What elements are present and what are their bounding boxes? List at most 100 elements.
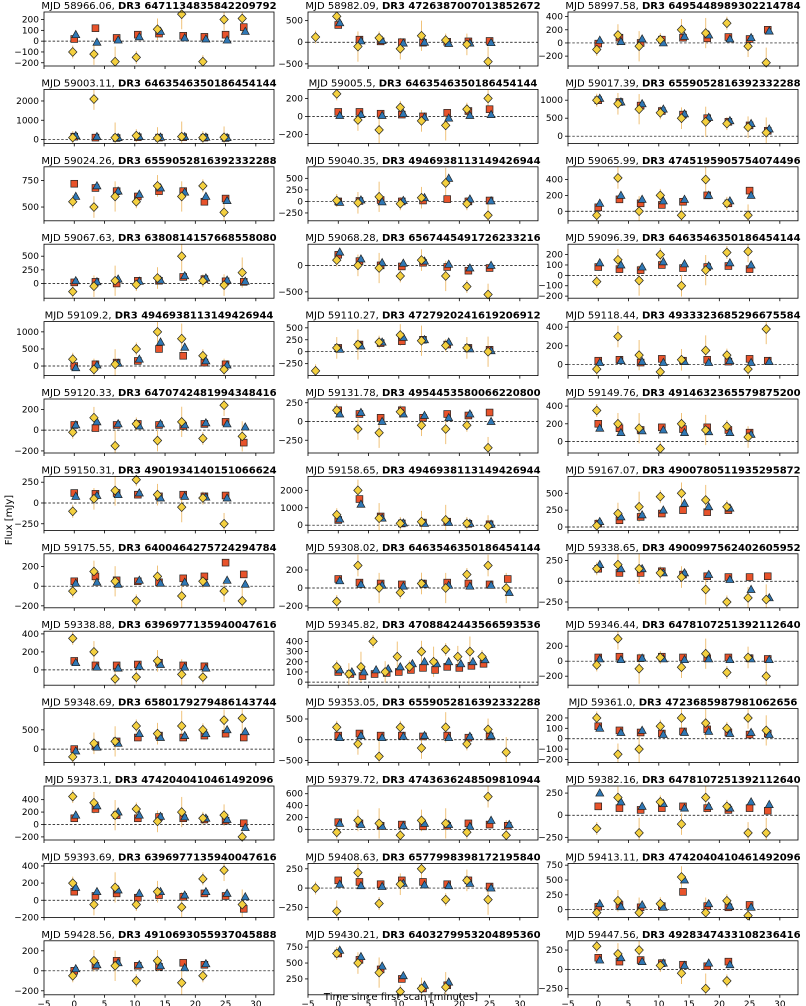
triangle-point	[356, 880, 366, 890]
diamond-point	[237, 267, 247, 278]
diamond-point	[332, 342, 342, 353]
triangle-point	[465, 409, 475, 418]
triangle-point	[637, 725, 647, 734]
triangle-point	[658, 256, 668, 266]
triangle-point	[398, 108, 408, 118]
diamond-point	[462, 420, 472, 431]
panel-frame	[307, 785, 539, 841]
y-tick-label: 0	[557, 965, 563, 975]
triangle-point	[658, 357, 668, 366]
y-tick-label: 500	[22, 203, 39, 213]
panel-title: MJD 58982.09, DR3 4726387007013852672	[305, 1, 540, 12]
diamond-point	[634, 563, 644, 574]
triangle-point	[746, 797, 756, 806]
diamond-point	[110, 440, 120, 451]
panel: MJD 59308.02, DR3 6463546350186454144 −20…	[278, 543, 540, 612]
y-tick-label: 0	[297, 38, 303, 48]
y-tick-label: 200	[546, 251, 563, 261]
panel-frame	[43, 940, 275, 996]
diamond-point	[501, 830, 511, 841]
diamond-point	[332, 596, 342, 607]
diamond-point	[483, 289, 493, 300]
triangle-point	[616, 260, 626, 269]
triangle-point	[616, 727, 626, 736]
panel-frame	[43, 785, 275, 841]
triangle-point	[704, 898, 714, 908]
triangle-point	[371, 664, 381, 674]
diamond-point	[676, 418, 687, 429]
panel-frame	[567, 940, 799, 996]
panel-mjd: MJD 59382.16,	[565, 775, 642, 786]
panel: MJD 59348.69, DR3 6580179279486143744 0 50…	[22, 698, 277, 766]
triangle-point	[444, 259, 454, 268]
panel: MJD 59379.72, DR3 4743636248509810944 0 20…	[286, 775, 541, 843]
diamond-point	[722, 723, 732, 734]
diamond-point	[477, 651, 487, 662]
y-tick-label: 0	[33, 37, 39, 47]
diamond-point	[177, 721, 187, 731]
diamond-point	[219, 400, 229, 411]
y-tick-label: 200	[286, 94, 303, 104]
y-tick-label: 200	[546, 191, 563, 201]
diamond-point	[483, 560, 493, 571]
y-tick-label: 250	[22, 266, 39, 276]
panel: MJD 59110.27, DR3 4727920241619206912 −25…	[278, 311, 541, 379]
y-tick-label: −250	[538, 598, 563, 608]
diamond-point	[152, 489, 163, 500]
panel-frame	[43, 475, 275, 531]
panel: MJD 59428.56, DR3 4910693055937045888 −20…	[14, 930, 276, 1006]
y-tick-label: 250	[546, 891, 563, 901]
square-point	[239, 733, 248, 742]
triangle-point	[725, 257, 735, 267]
panel-frame	[567, 630, 799, 686]
triangle-point	[398, 38, 408, 47]
y-tick-label: 0	[557, 577, 563, 587]
panels-grid: MJD 58966.06, DR3 6471134835842209792 −20…	[14, 1, 800, 1006]
panel-source-id: DR3 4727920241619206912	[382, 311, 541, 322]
square-point	[745, 804, 754, 812]
panel-mjd: MJD 59430.21,	[305, 930, 382, 941]
y-tick-label: −200	[14, 987, 39, 997]
panel-mjd: MJD 59379.72,	[305, 775, 382, 786]
y-tick-label: 0	[33, 820, 39, 830]
panel: MJD 59040.35, DR3 4946938113149426944 −25…	[278, 156, 541, 224]
diamond-point	[177, 502, 187, 513]
diamond-point	[441, 424, 451, 434]
diamond-point	[353, 815, 363, 826]
y-tick-label: 0	[33, 499, 39, 509]
square-point	[155, 345, 163, 353]
triangle-point	[595, 357, 605, 366]
triangle-point	[486, 416, 496, 425]
diamond-point	[462, 739, 472, 749]
y-tick-label: 500	[546, 876, 563, 886]
diamond-point	[89, 955, 99, 966]
diamond-point	[152, 955, 163, 966]
panel: MJD 59158.65, DR3 4946938113149426944 0 10…	[280, 465, 541, 534]
diamond-point	[177, 902, 187, 913]
panel-source-id: DR3 4742040410461492096	[115, 775, 274, 786]
triangle-point	[359, 667, 369, 676]
diamond-point	[219, 715, 229, 726]
triangle-point	[486, 37, 496, 47]
panel-mjd: MJD 59348.69,	[41, 698, 118, 709]
y-tick-label: −250	[538, 985, 563, 995]
triangle-point	[616, 654, 626, 664]
triangle-point	[486, 580, 496, 589]
triangle-point	[637, 356, 647, 365]
diamond-point	[68, 586, 78, 597]
panel-title: MJD 59373.1, DR3 4742040410461492096	[45, 775, 274, 786]
triangle-point	[616, 190, 626, 199]
diamond-point	[634, 945, 644, 955]
panel-title: MJD 59003.11, DR3 6463546350186454144	[41, 78, 276, 89]
diamond-point	[655, 366, 665, 377]
triangle-point	[764, 26, 774, 35]
panel-mjd: MJD 59413.11,	[565, 852, 642, 863]
diamond-point	[198, 493, 208, 503]
triangle-point	[335, 818, 345, 827]
diamond-point	[198, 275, 208, 286]
panel-source-id: DR3 6470742481994348416	[118, 388, 277, 399]
y-tick-label: 250	[286, 336, 303, 346]
triangle-point	[637, 194, 647, 203]
y-tick-label: 0	[33, 279, 39, 289]
panel-source-id: DR3 4723685987981062656	[639, 698, 798, 709]
